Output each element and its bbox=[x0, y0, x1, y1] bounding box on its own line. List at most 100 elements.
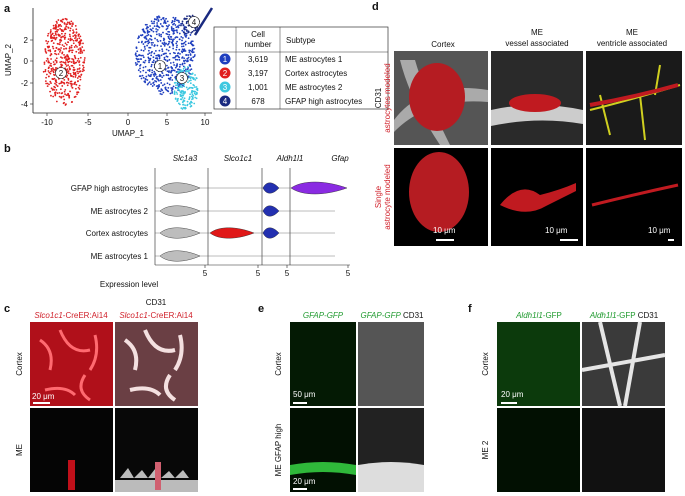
cell-dot bbox=[80, 50, 83, 53]
cluster-label: 2 bbox=[59, 69, 64, 78]
cell-dot bbox=[175, 48, 178, 51]
cell-dot bbox=[140, 77, 143, 80]
cell-dot bbox=[64, 63, 67, 66]
cell-dot bbox=[60, 47, 62, 49]
cell-dot bbox=[142, 54, 144, 57]
violin bbox=[262, 227, 280, 239]
column-header: Aldh1l1-GFP CD31 bbox=[589, 311, 659, 320]
cell-dot bbox=[177, 68, 179, 71]
cell-dot bbox=[158, 16, 161, 19]
cell-dot bbox=[176, 63, 179, 65]
cell-dot bbox=[54, 91, 57, 94]
cell-dot bbox=[155, 28, 158, 30]
cell-dot bbox=[53, 63, 55, 66]
render bbox=[586, 148, 682, 246]
cluster-marker bbox=[176, 72, 188, 84]
cell-dot bbox=[73, 54, 76, 57]
header-plain: CD31 bbox=[403, 311, 424, 320]
cell-dot bbox=[79, 50, 82, 53]
cell-dot bbox=[70, 80, 73, 83]
signal bbox=[358, 462, 424, 492]
cell-dot bbox=[158, 34, 161, 37]
cell-dot bbox=[63, 90, 66, 93]
cell-dot bbox=[174, 24, 177, 26]
x-tick-label: 5 bbox=[165, 118, 170, 127]
cell-dot bbox=[149, 57, 152, 60]
cell-dot bbox=[191, 76, 194, 79]
cell-dot bbox=[52, 47, 55, 50]
cell-dot bbox=[55, 20, 58, 23]
cell-dot bbox=[167, 86, 170, 89]
cell-dot bbox=[56, 42, 59, 45]
cell-dot bbox=[181, 96, 184, 99]
cell-dot bbox=[194, 90, 196, 93]
cell-dot bbox=[76, 68, 79, 71]
gene: Aldh1l1 bbox=[589, 311, 617, 320]
cell-dot bbox=[46, 34, 49, 37]
cell-dot bbox=[158, 79, 160, 82]
cell-dot bbox=[171, 90, 174, 93]
cell-dot bbox=[59, 56, 62, 59]
cell-dot bbox=[148, 61, 150, 64]
column-header: CD31 bbox=[146, 298, 167, 307]
cell-dot bbox=[153, 20, 156, 23]
cell-dot bbox=[177, 102, 180, 105]
scale-label: 10 μm bbox=[648, 226, 671, 235]
panel-c: c CD31 Slco1c1-CreER:Ai14 Slco1c1-CreER:… bbox=[4, 298, 198, 492]
cell-dot bbox=[134, 53, 137, 56]
cell-dot bbox=[139, 70, 142, 73]
cell-dot bbox=[49, 50, 52, 53]
cell-dot bbox=[72, 62, 75, 65]
cell-dot bbox=[152, 27, 154, 30]
cell-dot bbox=[153, 52, 156, 55]
cell-dot bbox=[77, 80, 79, 82]
cell-dot bbox=[155, 54, 158, 57]
cell-dot bbox=[83, 69, 85, 72]
cell-dot bbox=[146, 40, 149, 43]
cell-dot bbox=[185, 20, 188, 23]
micrograph bbox=[497, 408, 580, 492]
astrocyte bbox=[500, 183, 576, 212]
cell-dot bbox=[187, 54, 190, 56]
cell-dot bbox=[75, 31, 78, 34]
x-tick-label: -5 bbox=[84, 118, 92, 127]
column-header: ME bbox=[626, 28, 638, 37]
cell-dot bbox=[63, 82, 66, 85]
cell-dot bbox=[148, 68, 151, 71]
cell-dot bbox=[162, 91, 165, 94]
cell-dot bbox=[55, 81, 58, 84]
cell-dot bbox=[139, 67, 141, 70]
cell-dot bbox=[175, 91, 178, 94]
row-label: Cortex bbox=[15, 352, 24, 376]
cell-dot bbox=[75, 83, 78, 86]
cell-dot bbox=[71, 25, 73, 27]
column-header: Cortex bbox=[431, 40, 455, 49]
table-cell: 3 bbox=[223, 83, 228, 92]
cell-dot bbox=[191, 87, 194, 89]
cell-dot bbox=[47, 32, 50, 35]
cell-dot bbox=[73, 96, 76, 98]
cell-dot bbox=[67, 82, 70, 84]
cell-dot bbox=[174, 66, 177, 69]
cell-dot bbox=[68, 68, 71, 70]
cell-dot bbox=[163, 44, 166, 47]
cell-dot bbox=[184, 104, 187, 107]
cell-dot bbox=[160, 54, 163, 57]
table-cell: 3,619 bbox=[248, 55, 269, 64]
row-label: ME astrocytes 1 bbox=[91, 252, 149, 261]
scale-label: 20 μm bbox=[293, 477, 316, 486]
cell-dot bbox=[49, 64, 52, 67]
cell-dot bbox=[83, 57, 86, 59]
cluster-marker bbox=[219, 53, 231, 65]
table-cell: 678 bbox=[251, 97, 265, 106]
cell-dot bbox=[179, 70, 181, 73]
cell-dot bbox=[152, 30, 155, 33]
cell-dot bbox=[146, 44, 149, 47]
cell-dot bbox=[59, 38, 62, 41]
cell-dot bbox=[80, 48, 82, 51]
cell-dot bbox=[78, 67, 81, 70]
gene-header: Slco1c1 bbox=[224, 154, 252, 163]
cell-dot bbox=[61, 92, 64, 94]
cell-dot bbox=[188, 15, 191, 17]
